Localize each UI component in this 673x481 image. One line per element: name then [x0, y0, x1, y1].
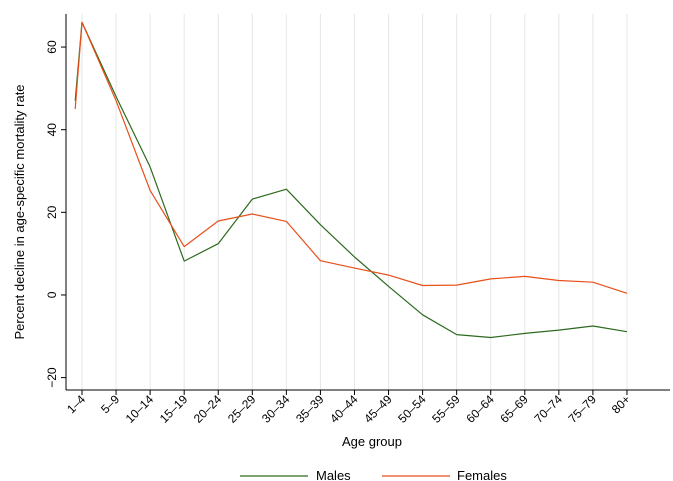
y-tick-label: 0	[45, 291, 59, 298]
x-tick-label: 30–34	[259, 392, 293, 426]
x-tick-label: 20–24	[191, 392, 225, 426]
x-axis-title: Age group	[342, 434, 402, 449]
x-ticks: 1–4 5–9 10–14 15–19 20–24 25–29 30–34 35–39 40–4…	[64, 390, 633, 426]
x-tick-label: 55–59	[429, 392, 463, 426]
legend-label-females: Females	[457, 468, 507, 481]
x-tick-label: 10–14	[123, 392, 157, 426]
x-tick-label: 25–29	[225, 392, 259, 426]
series-lines	[74, 21, 628, 339]
y-tick-label: 40	[45, 123, 59, 137]
y-axis-title: Percent decline in age-specific mortalit…	[12, 84, 27, 339]
x-tick-label: 40–44	[327, 392, 361, 426]
x-tick-label: 35–39	[293, 392, 327, 426]
x-tick-label: 15–19	[157, 392, 191, 426]
x-tick-label: 60–64	[463, 392, 497, 426]
axes	[65, 14, 670, 391]
y-ticks: −20 0 20 40 60	[45, 40, 66, 388]
x-tick-label: 70–74	[531, 392, 565, 426]
legend: Males Females	[240, 468, 507, 481]
y-tick-label: 20	[45, 205, 59, 219]
series-line-males	[74, 21, 628, 339]
x-tick-label: 75–79	[566, 392, 600, 426]
x-tick-label: 1–4	[64, 392, 88, 416]
y-tick-label: 60	[45, 40, 59, 54]
y-tick-label: −20	[45, 367, 59, 388]
x-tick-label: 50–54	[395, 392, 429, 426]
x-tick-label: 65–69	[497, 392, 531, 426]
gridlines	[81, 14, 628, 390]
x-tick-label: 45–49	[361, 392, 395, 426]
series-line-females	[74, 21, 628, 294]
x-tick-label: 5–9	[98, 392, 122, 416]
x-tick-label: 80+	[609, 392, 633, 416]
legend-label-males: Males	[316, 468, 351, 481]
